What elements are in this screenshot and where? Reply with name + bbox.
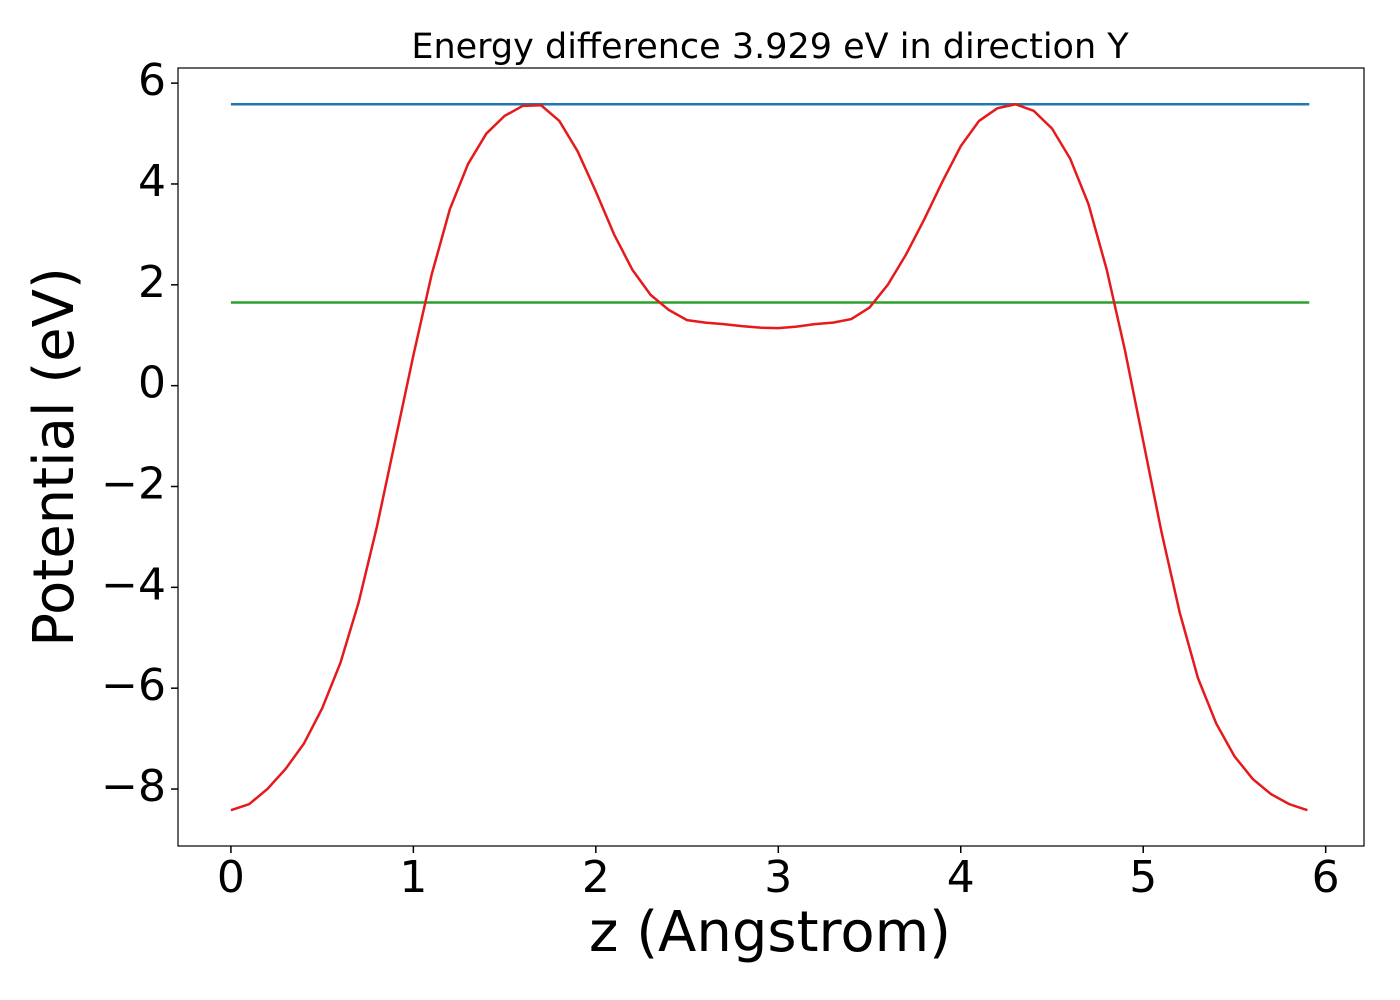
- y-tick-label: −2: [101, 458, 166, 509]
- y-tick-label: −8: [101, 761, 166, 812]
- x-tick-label: 4: [947, 852, 975, 903]
- x-tick-label: 1: [399, 852, 427, 903]
- y-tick-label: −6: [101, 660, 166, 711]
- x-tick-label: 5: [1129, 852, 1157, 903]
- plot-frame: [177, 67, 1365, 847]
- x-tick-label: 2: [582, 852, 610, 903]
- y-tick-label: 0: [138, 358, 166, 409]
- x-tick-label: 0: [217, 852, 245, 903]
- series-line: [230, 103, 1308, 812]
- x-tick-label: 6: [1312, 852, 1340, 903]
- y-axis-label: Potential (eV): [22, 267, 87, 647]
- y-tick-label: −4: [101, 559, 166, 610]
- x-tick-label: 3: [764, 852, 792, 903]
- y-tick-label: 6: [138, 55, 166, 106]
- x-axis-label: z (Angstrom): [589, 900, 951, 965]
- y-tick-label: 2: [138, 257, 166, 308]
- y-tick-label: 4: [138, 156, 166, 207]
- chart-title: Energy difference 3.929 eV in direction …: [411, 27, 1129, 67]
